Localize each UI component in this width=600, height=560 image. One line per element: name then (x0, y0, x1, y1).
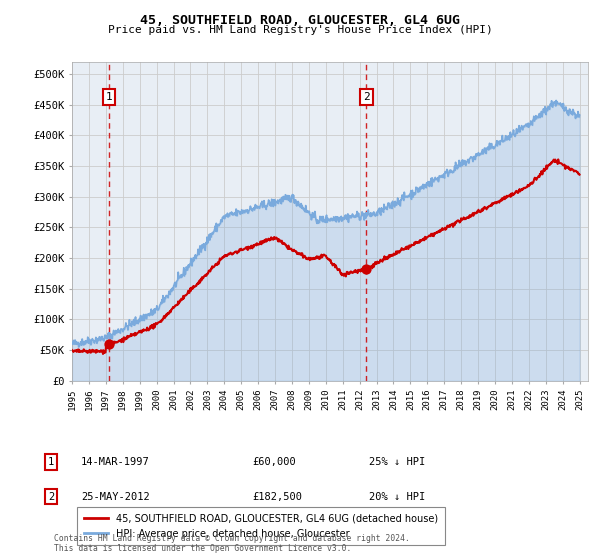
Point (104, 339, 114, 348)
Text: 1: 1 (48, 457, 54, 467)
Text: 1: 1 (106, 92, 113, 102)
Text: Price paid vs. HM Land Registry's House Price Index (HPI): Price paid vs. HM Land Registry's House … (107, 25, 493, 35)
Text: 45, SOUTHFIELD ROAD, GLOUCESTER, GL4 6UG: 45, SOUTHFIELD ROAD, GLOUCESTER, GL4 6UG (140, 14, 460, 27)
Text: 2: 2 (48, 492, 54, 502)
Text: 20% ↓ HPI: 20% ↓ HPI (369, 492, 425, 502)
Text: 2: 2 (363, 92, 370, 102)
Text: £60,000: £60,000 (252, 457, 296, 467)
Text: Contains HM Land Registry data © Crown copyright and database right 2024.
This d: Contains HM Land Registry data © Crown c… (54, 534, 410, 553)
Point (362, 264, 371, 273)
Text: 14-MAR-1997: 14-MAR-1997 (81, 457, 150, 467)
Text: 25% ↓ HPI: 25% ↓ HPI (369, 457, 425, 467)
Text: 25-MAY-2012: 25-MAY-2012 (81, 492, 150, 502)
Legend: 45, SOUTHFIELD ROAD, GLOUCESTER, GL4 6UG (detached house), HPI: Average price, d: 45, SOUTHFIELD ROAD, GLOUCESTER, GL4 6UG… (77, 507, 445, 545)
Text: £182,500: £182,500 (252, 492, 302, 502)
